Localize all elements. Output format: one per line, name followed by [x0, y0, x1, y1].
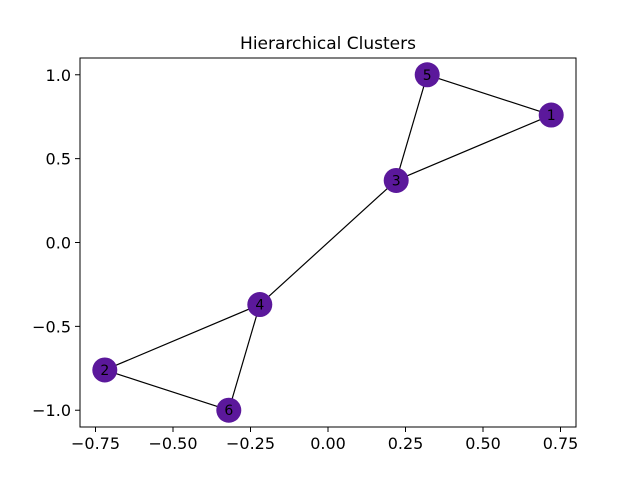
node-circle	[247, 292, 273, 318]
node-label: 4	[255, 298, 264, 314]
x-tick-label: 0.25	[388, 434, 424, 453]
x-tick-label: −0.50	[148, 434, 197, 453]
x-tick-label: −0.25	[226, 434, 275, 453]
nodes: 1 2 3 4 5 6	[92, 62, 564, 423]
edge-4-6	[228, 304, 261, 411]
y-tick-label: −1.0	[32, 401, 71, 420]
y-tick-label: 1.0	[46, 66, 71, 85]
node-circle	[414, 62, 440, 88]
chart-title: Hierarchical Clusters	[240, 34, 416, 54]
node-circle	[92, 357, 118, 383]
node-4[interactable]: 4	[247, 292, 273, 318]
edge-1-3	[395, 114, 552, 181]
edge-5-3	[395, 74, 428, 181]
edge-3-4	[259, 179, 397, 306]
node-circle	[216, 397, 242, 423]
y-tick-label: −0.5	[32, 317, 71, 336]
x-tick-label: 0.75	[543, 434, 579, 453]
node-label: 1	[547, 108, 556, 124]
node-label: 5	[423, 68, 432, 84]
x-tick-label: 0.00	[310, 434, 346, 453]
node-3[interactable]: 3	[383, 167, 409, 193]
edge-5-1	[427, 74, 552, 116]
node-circle	[538, 102, 564, 128]
edge-2-6	[104, 369, 229, 411]
y-tick-label: 0.5	[46, 150, 71, 169]
x-tick-label: −0.75	[71, 434, 120, 453]
node-label: 3	[392, 173, 401, 189]
node-1[interactable]: 1	[538, 102, 564, 128]
node-6[interactable]: 6	[216, 397, 242, 423]
node-5[interactable]: 5	[414, 62, 440, 88]
y-tick-label: 0.0	[46, 234, 71, 253]
node-circle	[383, 167, 409, 193]
x-tick-label: 0.50	[465, 434, 501, 453]
node-2[interactable]: 2	[92, 357, 118, 383]
node-label: 2	[100, 363, 109, 379]
edges	[104, 74, 552, 411]
y-axis: 1.0 0.5 0.0 −0.5 −1.0	[32, 66, 80, 420]
edge-4-2	[104, 304, 261, 371]
x-axis: −0.75 −0.50 −0.25 0.00 0.25 0.50 0.75	[71, 427, 578, 453]
node-label: 6	[224, 403, 233, 419]
